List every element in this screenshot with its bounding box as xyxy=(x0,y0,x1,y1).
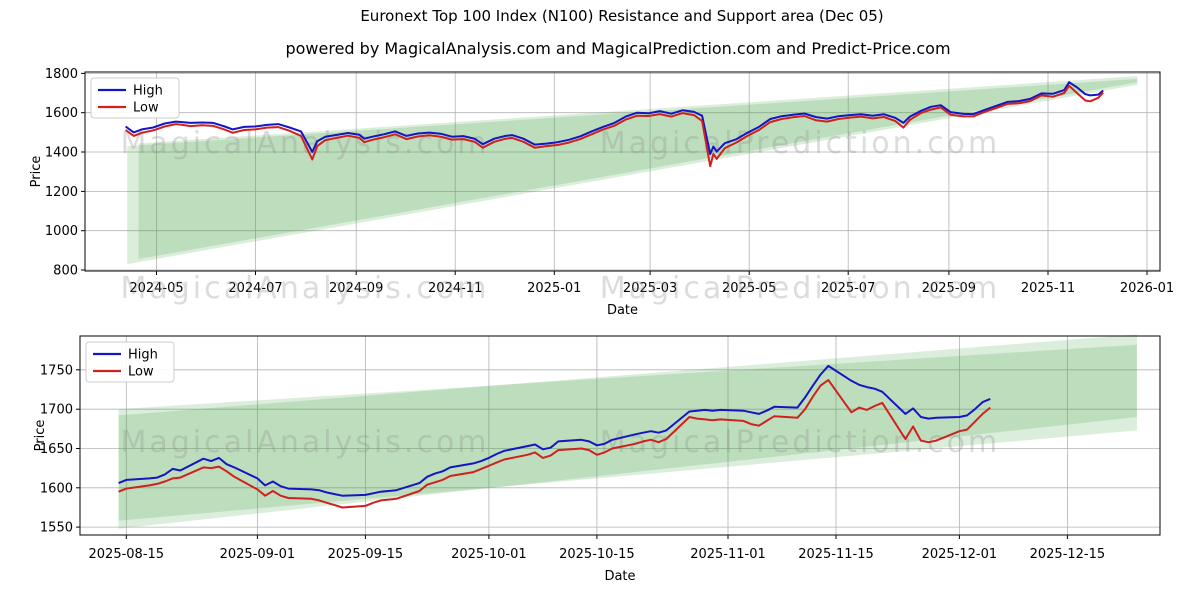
y-tick-label: 1550 xyxy=(40,521,73,536)
legend-label: Low xyxy=(133,101,159,116)
x-tick-label: 2025-12-15 xyxy=(1030,547,1106,562)
x-tick-label: 2024-11 xyxy=(428,281,482,296)
x-tick-label: 2025-10-01 xyxy=(451,547,527,562)
n100-resistance-support-detail: 2025-08-15 2025-09-01 2025-09-15 2025-10-01… xyxy=(33,334,1161,584)
x-tick-label: 2025-11-01 xyxy=(690,547,766,562)
x-tick-label: 2025-08-15 xyxy=(89,547,165,562)
plot-border xyxy=(79,335,1161,536)
y-tick-label: 1750 xyxy=(40,363,73,378)
x-axis-label: Date xyxy=(604,569,635,584)
x-tick-label: 2025-05 xyxy=(722,281,776,296)
legend: High Low xyxy=(85,341,175,383)
y-axis-label: Price xyxy=(33,420,48,452)
x-tick-label: 2025-09-15 xyxy=(328,547,404,562)
x-tick-label: 2025-09-01 xyxy=(220,547,296,562)
figure-subtitle: powered by MagicalAnalysis.com and Magic… xyxy=(285,39,951,58)
x-tick-label: 2025-09 xyxy=(922,281,976,296)
support-resistance-wedge-light xyxy=(118,334,1137,529)
x-tick-label: 2025-12-01 xyxy=(922,547,998,562)
y-tick-label: 1800 xyxy=(45,67,78,82)
low-line xyxy=(125,84,1104,168)
y-tick-label: 800 xyxy=(53,264,78,279)
legend-label: Low xyxy=(128,365,154,380)
y-tick-label: 1650 xyxy=(40,442,73,457)
x-tick-label: 2024-07 xyxy=(228,281,282,296)
figure-title: Euronext Top 100 Index (N100) Resistance… xyxy=(360,7,884,25)
legend-label: High xyxy=(128,348,158,363)
legend: High Low xyxy=(90,77,180,119)
y-tick-label: 1200 xyxy=(45,185,78,200)
x-tick-label: 2024-05 xyxy=(129,281,183,296)
x-tick-label: 2024-09 xyxy=(329,281,383,296)
n100-resistance-support-overview: 2024-05 2024-07 2024-09 2024-11 2025-01 2025-… xyxy=(29,67,1174,318)
x-tick-label: 2025-07 xyxy=(821,281,875,296)
x-tick-label: 2026-01 xyxy=(1120,281,1174,296)
watermark: MagicalAnalysis.com xyxy=(120,126,489,161)
support-resistance-wedge xyxy=(127,78,1138,265)
low-line xyxy=(118,379,991,509)
x-tick-label: 2025-01 xyxy=(527,281,581,296)
y-tick-label: 1600 xyxy=(45,106,78,121)
y-tick-label: 1400 xyxy=(45,146,78,161)
high-line xyxy=(125,81,1104,155)
x-tick-label: 2025-11-15 xyxy=(798,547,874,562)
watermark: MagicalAnalysis.com xyxy=(120,425,489,460)
x-tick-label: 2025-10-15 xyxy=(559,547,635,562)
x-tick-label: 2025-11 xyxy=(1021,281,1075,296)
high-line xyxy=(118,364,991,497)
y-tick-label: 1600 xyxy=(40,481,73,496)
watermark: MagicalAnalysis.com xyxy=(120,271,489,306)
support-resistance-wedge xyxy=(118,344,1137,521)
y-tick-label: 1000 xyxy=(45,224,78,239)
watermark: MagicalPrediction.com xyxy=(600,271,1001,306)
support-resistance-wedge-light xyxy=(138,76,1138,259)
x-tick-label: 2025-03 xyxy=(623,281,677,296)
watermark: MagicalPrediction.com xyxy=(600,126,1001,161)
plot-border xyxy=(84,71,1161,272)
x-axis-label: Date xyxy=(607,303,638,318)
legend-label: High xyxy=(133,84,163,99)
y-axis-label: Price xyxy=(29,156,44,188)
y-tick-label: 1700 xyxy=(40,403,73,418)
